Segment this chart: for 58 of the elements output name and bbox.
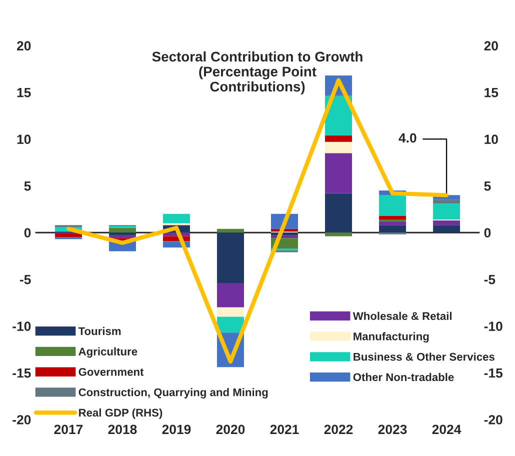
x-tick-label: 2017 [54, 424, 83, 434]
legend-label: Other Non-tradable [353, 372, 454, 382]
legend-label: Government [78, 368, 144, 376]
bar [216, 228, 244, 233]
bar [433, 200, 460, 204]
bar [433, 225, 460, 233]
x-tick-label: 2021 [270, 424, 299, 434]
annotation: 4.0 [398, 133, 416, 143]
x-tick-label: 2024 [432, 424, 462, 434]
bar [325, 193, 352, 233]
bar [216, 232, 244, 284]
x-tick-label: 2019 [162, 424, 191, 434]
y2-tick-label: 20 [484, 41, 498, 51]
bar [108, 232, 136, 236]
legend-label: Construction, Quarrying and Mining [78, 388, 268, 398]
x-tick-label: 2018 [108, 424, 137, 434]
text: Sectoral Contribution to Growth (Percentage Point Contributions) [152, 51, 362, 94]
bar [325, 135, 352, 142]
y-tick-label: -15 [12, 368, 31, 378]
y2-tick-label: 0 [484, 228, 491, 238]
bar [379, 216, 406, 220]
y-tick-label: 15 [17, 88, 31, 98]
bar [162, 214, 190, 224]
y2-tick-label: -5 [484, 275, 496, 284]
x-tick-label: 2020 [216, 424, 245, 434]
y2-tick-label: 15 [484, 88, 498, 98]
legend-label: Wholesale & Retail [352, 312, 452, 320]
legend-label: Manufacturing [354, 332, 429, 343]
bar [216, 307, 244, 317]
bar [325, 142, 352, 154]
y2-tick-label: 10 [484, 134, 498, 144]
y-tick-label: 0 [24, 228, 31, 238]
x-tick-label: 2023 [378, 424, 407, 434]
y-tick-label: 20 [16, 41, 31, 51]
x-tick-label: 2022 [324, 424, 353, 434]
bar [325, 153, 352, 194]
y2-tick-label: -15 [484, 368, 503, 378]
bar [216, 283, 244, 308]
y-tick-label: -20 [12, 415, 31, 424]
y2-tick-label: 5 [484, 182, 491, 191]
y2-tick-label: -10 [484, 322, 502, 331]
y2-tick-label: -20 [484, 415, 502, 424]
bar [379, 221, 406, 226]
y-tick-label: -5 [20, 275, 31, 284]
bar [325, 232, 352, 236]
legend-label: Tourism [78, 326, 121, 336]
bar [433, 204, 460, 220]
legend-label: Business & Other Services [354, 352, 494, 361]
bar [379, 195, 406, 216]
bar [379, 225, 406, 233]
bar [433, 220, 460, 226]
legend-label: Agriculture [78, 347, 138, 358]
bar [54, 233, 82, 238]
y-tick-label: -10 [12, 322, 31, 331]
y-tick-label: 10 [17, 134, 31, 144]
bar [108, 228, 136, 233]
y-tick-label: 5 [24, 182, 31, 191]
legend-label: Real GDP (RHS) [79, 408, 162, 419]
